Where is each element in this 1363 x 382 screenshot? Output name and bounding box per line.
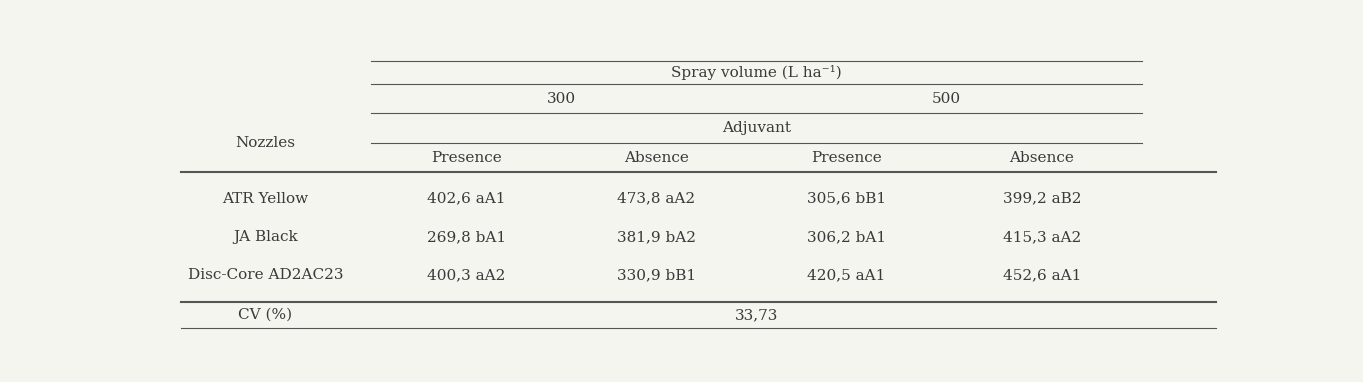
Text: Spray volume (L ha⁻¹): Spray volume (L ha⁻¹) <box>671 65 842 80</box>
Text: 399,2 aB2: 399,2 aB2 <box>1003 192 1081 206</box>
Text: 420,5 aA1: 420,5 aA1 <box>807 268 886 282</box>
Text: 305,6 bB1: 305,6 bB1 <box>807 192 886 206</box>
Text: 300: 300 <box>547 92 575 106</box>
Text: Disc-Core AD2AC23: Disc-Core AD2AC23 <box>188 268 343 282</box>
Text: Absence: Absence <box>1010 151 1074 165</box>
Text: Nozzles: Nozzles <box>236 136 296 150</box>
Text: Presence: Presence <box>431 151 502 165</box>
Text: Absence: Absence <box>624 151 688 165</box>
Text: Presence: Presence <box>811 151 882 165</box>
Text: 452,6 aA1: 452,6 aA1 <box>1003 268 1081 282</box>
Text: 500: 500 <box>932 92 961 106</box>
Text: 415,3 aA2: 415,3 aA2 <box>1003 230 1081 244</box>
Text: 269,8 bA1: 269,8 bA1 <box>427 230 506 244</box>
Text: 402,6 aA1: 402,6 aA1 <box>427 192 506 206</box>
Text: 381,9 bA2: 381,9 bA2 <box>617 230 695 244</box>
Text: 473,8 aA2: 473,8 aA2 <box>617 192 695 206</box>
Text: JA Black: JA Black <box>233 230 298 244</box>
Text: CV (%): CV (%) <box>239 308 293 322</box>
Text: Adjuvant: Adjuvant <box>722 121 791 135</box>
Text: 306,2 bA1: 306,2 bA1 <box>807 230 886 244</box>
Text: ATR Yellow: ATR Yellow <box>222 192 308 206</box>
Text: 33,73: 33,73 <box>735 308 778 322</box>
Text: 330,9 bB1: 330,9 bB1 <box>616 268 696 282</box>
Text: 400,3 aA2: 400,3 aA2 <box>427 268 506 282</box>
